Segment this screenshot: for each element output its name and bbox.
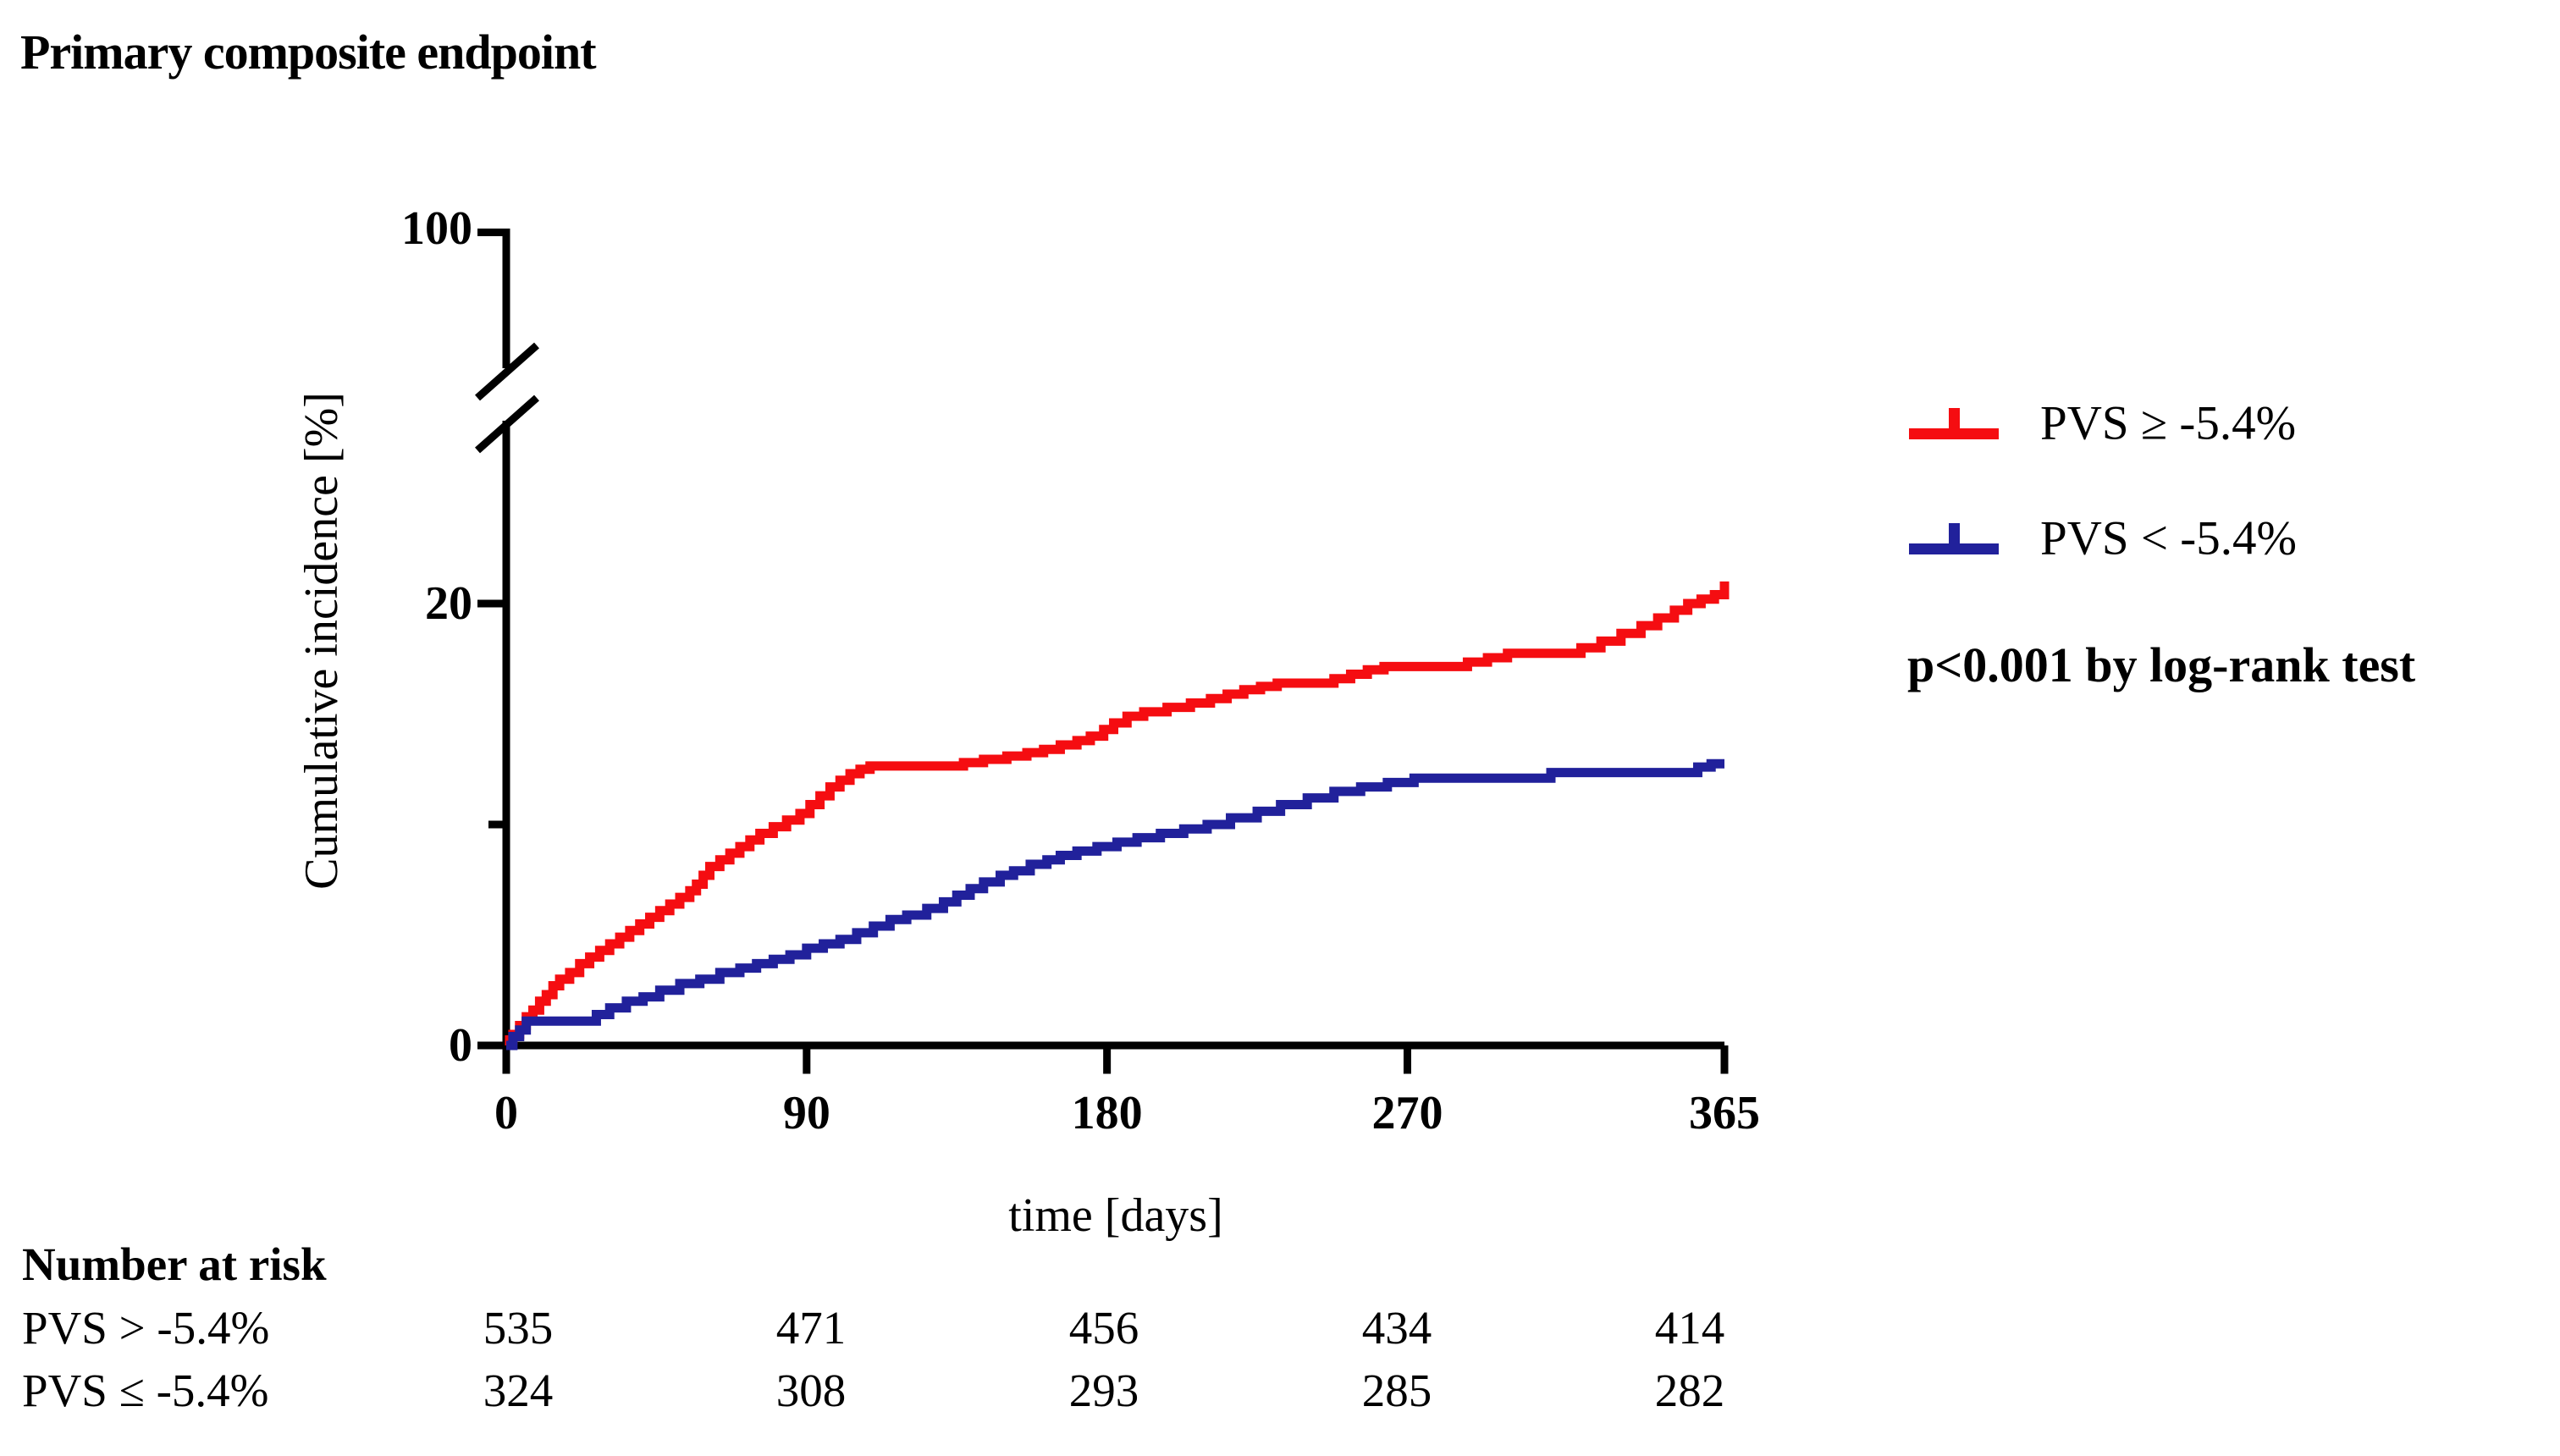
y-axis-break-icon xyxy=(475,342,539,454)
risk-value-1-3: 285 xyxy=(1361,1365,1432,1416)
x-tick-label-365: 365 xyxy=(1689,1087,1760,1139)
risk-value-0-4: 414 xyxy=(1654,1302,1725,1354)
risk-row-label-1: PVS ≤ -5.4% xyxy=(22,1365,269,1416)
x-tick-label-90: 90 xyxy=(782,1087,830,1139)
risk-value-1-0: 324 xyxy=(483,1365,554,1416)
x-tick-label-0: 0 xyxy=(494,1087,518,1139)
risk-value-1-2: 293 xyxy=(1068,1365,1139,1416)
risk-value-1-1: 308 xyxy=(775,1365,847,1416)
legend-entry-pvs-high: PVS ≥ -5.4% xyxy=(1907,396,2551,450)
y-tick-label-100: 100 xyxy=(401,202,472,255)
risk-value-0-3: 434 xyxy=(1361,1302,1432,1354)
curve-pvs-high xyxy=(505,581,1730,1051)
legend-label: PVS < -5.4% xyxy=(2040,511,2297,565)
x-tick-label-180: 180 xyxy=(1071,1087,1143,1139)
legend-marker-icon xyxy=(1909,408,1999,439)
y-axis-title: Cumulative incidence [%] xyxy=(295,392,348,890)
risk-value-0-0: 535 xyxy=(483,1302,554,1354)
y-tick-label-0: 0 xyxy=(449,1019,472,1072)
legend-marker-icon xyxy=(1909,523,1999,554)
legend-entry-pvs-low: PVS < -5.4% xyxy=(1907,511,2551,565)
x-tick-label-270: 270 xyxy=(1371,1087,1443,1139)
log-rank-annotation: p<0.001 by log-rank test xyxy=(1907,637,2416,692)
risk-value-0-2: 456 xyxy=(1068,1302,1139,1354)
curve-pvs-low xyxy=(506,758,1724,1051)
risk-value-1-4: 282 xyxy=(1654,1365,1725,1416)
legend-label: PVS ≥ -5.4% xyxy=(2040,396,2297,450)
number-at-risk-header: Number at risk xyxy=(22,1238,327,1290)
risk-value-0-1: 471 xyxy=(775,1302,847,1354)
y-tick-label-20: 20 xyxy=(425,577,472,630)
risk-row-label-0: PVS > -5.4% xyxy=(22,1302,270,1354)
figure-title: Primary composite endpoint xyxy=(20,25,597,80)
x-axis-title: time [days] xyxy=(1008,1189,1223,1242)
